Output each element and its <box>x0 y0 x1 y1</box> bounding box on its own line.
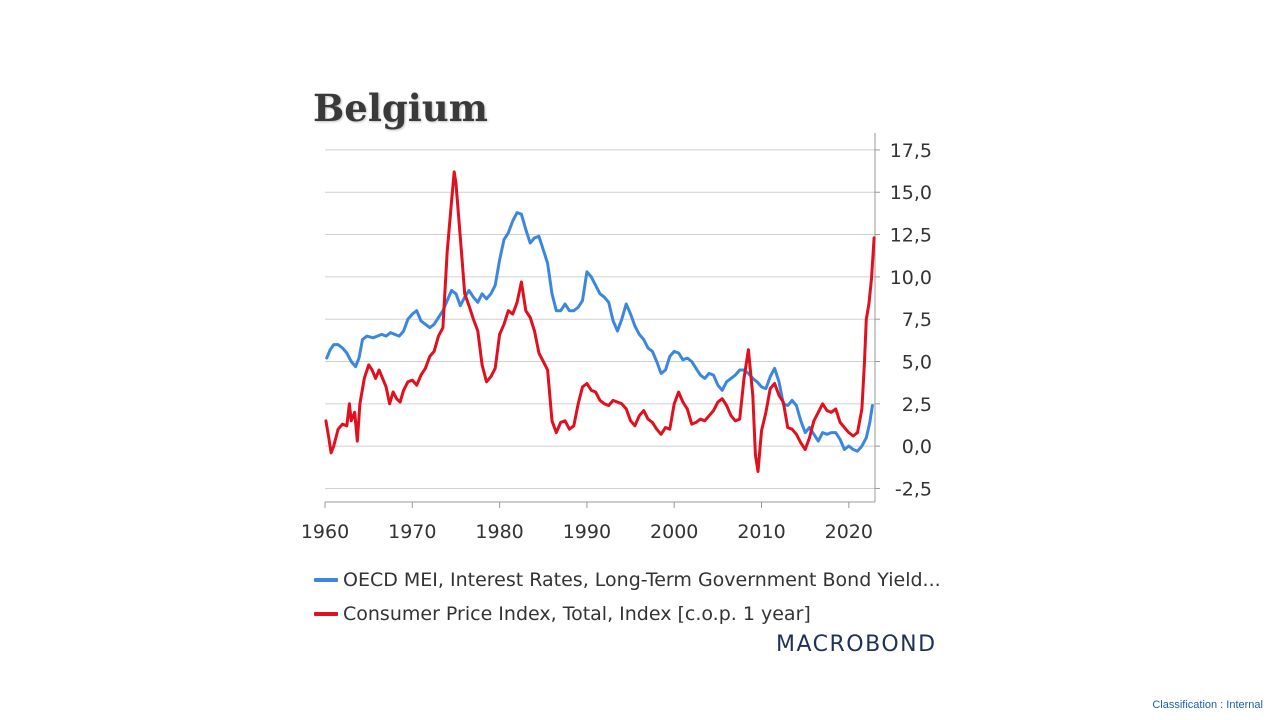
chart-legend: OECD MEI, Interest Rates, Long-Term Gove… <box>314 563 941 631</box>
series-line-bond-yield <box>325 211 874 453</box>
x-tick-label: 1990 <box>563 521 611 543</box>
y-tick-label: 7,5 <box>902 309 932 331</box>
gridlines <box>325 149 875 489</box>
classification-label: Classification : Internal <box>1152 699 1263 711</box>
legend-swatch-red <box>314 612 338 616</box>
y-tick-label: 12,5 <box>890 225 932 247</box>
y-tick-label: 5,0 <box>902 352 932 374</box>
x-tick-labels: 1960 1970 1980 1990 2000 2010 2020 <box>301 521 873 543</box>
y-tick-label: 17,5 <box>890 140 932 162</box>
legend-item-cpi[interactable]: Consumer Price Index, Total, Index [c.o.… <box>314 597 941 631</box>
y-tick-label: 15,0 <box>890 182 932 204</box>
y-tick-label: 2,5 <box>902 394 932 416</box>
x-tick-label: 1970 <box>388 521 436 543</box>
series-lines <box>324 170 876 473</box>
macrobond-logo: MACROBOND <box>776 632 937 657</box>
y-tick-label: -2,5 <box>895 478 932 500</box>
legend-label-cpi: Consumer Price Index, Total, Index [c.o.… <box>343 603 811 625</box>
y-tick-labels: -2,5 0,0 2,5 5,0 7,5 10,0 12,5 15,0 17,5 <box>890 140 932 501</box>
series-line-cpi <box>324 170 876 473</box>
x-tick-label: 1960 <box>301 521 349 543</box>
x-tick-label: 1980 <box>475 521 523 543</box>
legend-swatch-blue <box>314 578 338 582</box>
legend-item-bond-yield[interactable]: OECD MEI, Interest Rates, Long-Term Gove… <box>314 563 941 597</box>
x-tick-label: 2000 <box>650 521 698 543</box>
chart-title: Belgium <box>313 86 488 130</box>
axes <box>324 133 880 508</box>
legend-label-bond-yield: OECD MEI, Interest Rates, Long-Term Gove… <box>343 569 941 591</box>
y-tick-label: 10,0 <box>890 267 932 289</box>
x-tick-label: 2020 <box>825 521 873 543</box>
x-tick-label: 2010 <box>737 521 785 543</box>
y-tick-label: 0,0 <box>902 436 932 458</box>
